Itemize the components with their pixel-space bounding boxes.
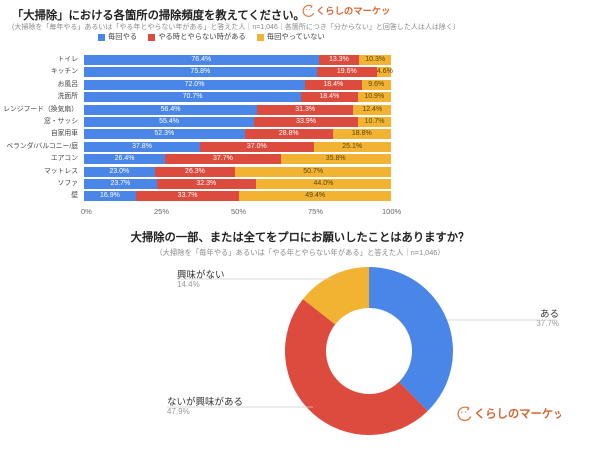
svg-text:くらしのマーケット: くらしのマーケット bbox=[316, 6, 389, 16]
svg-text:くらしのマーケット: くらしのマーケット bbox=[474, 408, 561, 421]
